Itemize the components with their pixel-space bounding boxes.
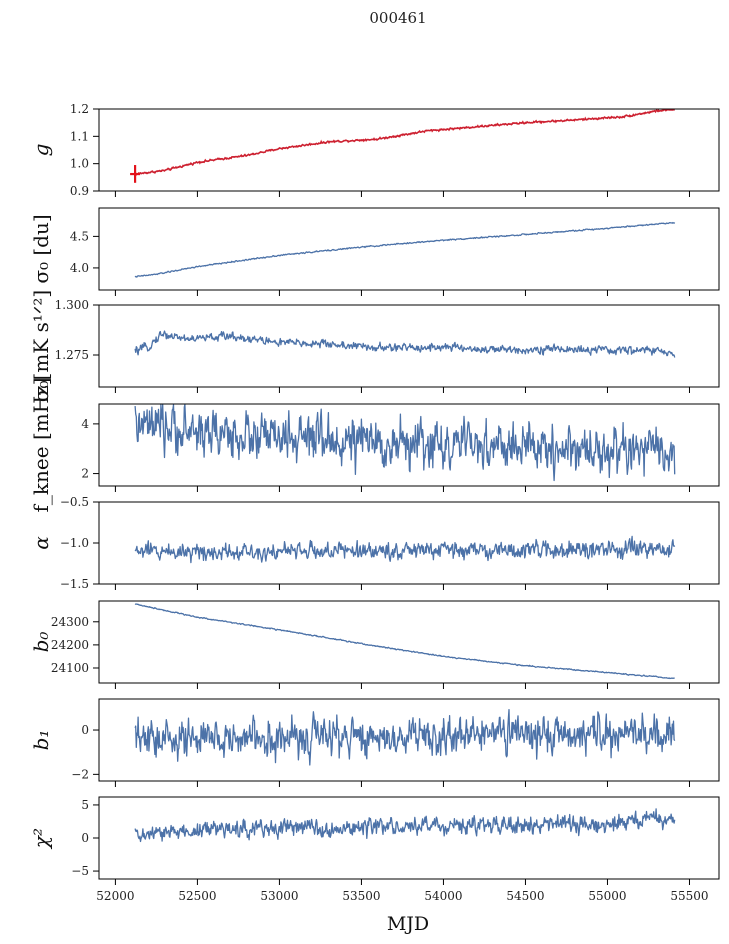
series-b0	[134, 603, 675, 680]
y-tick-label: −2	[71, 767, 89, 781]
y-axis-label-sigma0_du: σ₀ [du]	[29, 214, 53, 283]
x-tick-label: 55500	[670, 889, 708, 903]
y-tick-label: 4.0	[70, 261, 89, 275]
y-axis-label-b0: b₀	[29, 632, 53, 653]
series-fknee	[134, 404, 676, 482]
axes-frame	[98, 207, 720, 291]
y-tick-label: 2	[81, 467, 89, 481]
y-tick-label: 24200	[51, 638, 89, 652]
panel-g: 0.9 1.0 1.1 1.2 g	[29, 102, 720, 198]
panel-b1: −2 0 b₁	[29, 698, 720, 787]
axes-frame	[98, 600, 720, 684]
y-tick-label: 4	[81, 417, 89, 431]
x-tick-label: 53000	[260, 889, 298, 903]
overlay-fit	[134, 109, 675, 176]
series-alpha	[134, 535, 676, 564]
x-tick-label: 55000	[588, 889, 626, 903]
y-tick-label: 24300	[51, 615, 89, 629]
y-axis-label-fknee: f_knee [mHz]	[29, 378, 53, 513]
x-axis-label: MJD	[387, 913, 429, 935]
series-b1	[134, 708, 676, 766]
y-tick-label: 0	[81, 723, 89, 737]
y-axis-label-b1: b₁	[29, 730, 53, 751]
axes-frame	[98, 108, 720, 192]
panel-chi2: −5 0 5 52000 52500 53000 53500 54000 54500 55000 5…	[29, 796, 720, 903]
y-tick-label: 24100	[51, 661, 89, 675]
y-tick-label: −5	[71, 864, 89, 878]
y-tick-label: 1.2	[70, 102, 89, 116]
panels: 0.9 1.0 1.1 1.2 g 4.0 4.5 σ₀ [du] 1.275 1.300σ₀[m…	[29, 102, 720, 903]
y-tick-label: −1.0	[60, 536, 89, 550]
x-tick-label: 54500	[506, 889, 544, 903]
axes-frame	[98, 796, 720, 880]
x-tick-label: 53500	[342, 889, 380, 903]
y-axis-label-g: g	[29, 144, 53, 157]
y-axis-label-chi2: χ²	[29, 828, 53, 850]
series-chi2	[134, 808, 676, 843]
y-tick-label: −1.5	[60, 577, 89, 591]
x-tick-label: 52500	[178, 889, 216, 903]
y-tick-label: 5	[81, 798, 89, 812]
x-tick-label: 52000	[96, 889, 134, 903]
y-tick-label: 4.5	[70, 229, 89, 243]
axes-frame	[98, 698, 720, 782]
y-tick-label: −0.5	[60, 495, 89, 509]
y-axis-label-alpha: α	[29, 536, 53, 550]
y-tick-label: 1.275	[55, 348, 89, 362]
y-axis-label-sigma0_mk: σ₀[mK s¹ᐟ²]	[29, 290, 53, 402]
figure-title: 000461	[369, 9, 426, 27]
y-tick-label: 0.9	[70, 184, 89, 198]
axes-frame	[98, 304, 720, 388]
series-sigma0_mk	[134, 330, 676, 358]
y-tick-label: 0	[81, 831, 89, 845]
y-tick-label: 1.1	[70, 129, 89, 143]
y-tick-label: 1.0	[70, 157, 89, 171]
axes-frame	[98, 403, 720, 487]
x-tick-label: 54000	[424, 889, 462, 903]
panel-sigma0_du: 4.0 4.5 σ₀ [du]	[29, 207, 720, 296]
panel-b0: 24100 24200 24300 b₀	[29, 600, 720, 689]
y-tick-label: 1.300	[55, 298, 89, 312]
panel-alpha: −1.5 −1.0 −0.5 α	[29, 495, 720, 591]
series-sigma0_du	[134, 221, 676, 278]
panel-fknee: 2 4 f_knee [mHz]	[29, 378, 720, 513]
